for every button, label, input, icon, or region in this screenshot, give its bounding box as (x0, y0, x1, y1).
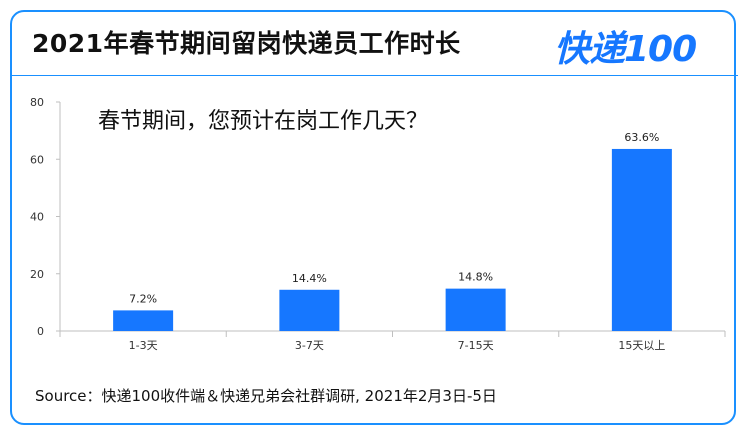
y-tick-label: 0 (37, 325, 44, 338)
brand-logo: 快递100 (554, 29, 697, 70)
bar (611, 148, 672, 331)
y-tick-label: 60 (30, 153, 44, 166)
y-tick-label: 20 (30, 268, 44, 281)
x-tick-label: 15天以上 (618, 339, 665, 352)
y-tick-label: 80 (30, 96, 44, 109)
bar-value-label: 63.6% (624, 131, 659, 144)
chart-question: 春节期间，您预计在岗工作几天？ (98, 109, 429, 134)
bar (445, 288, 506, 331)
bar-value-label: 14.8% (458, 271, 493, 284)
bar (279, 289, 340, 331)
source-note: Source：快递100收件端＆快递兄弟会社群调研, 2021年2月3日-5日 (35, 387, 497, 405)
bar-value-label: 7.2% (129, 292, 157, 305)
chart-title: 2021年春节期间留岗快递员工作时长 (32, 29, 461, 58)
x-tick-label: 7-15天 (458, 339, 494, 352)
x-tick-label: 1-3天 (129, 339, 158, 352)
bar (113, 310, 174, 331)
bar-value-label: 14.4% (292, 272, 327, 285)
y-tick-label: 40 (30, 211, 44, 224)
x-tick-label: 3-7天 (295, 339, 324, 352)
title-divider (12, 75, 738, 76)
